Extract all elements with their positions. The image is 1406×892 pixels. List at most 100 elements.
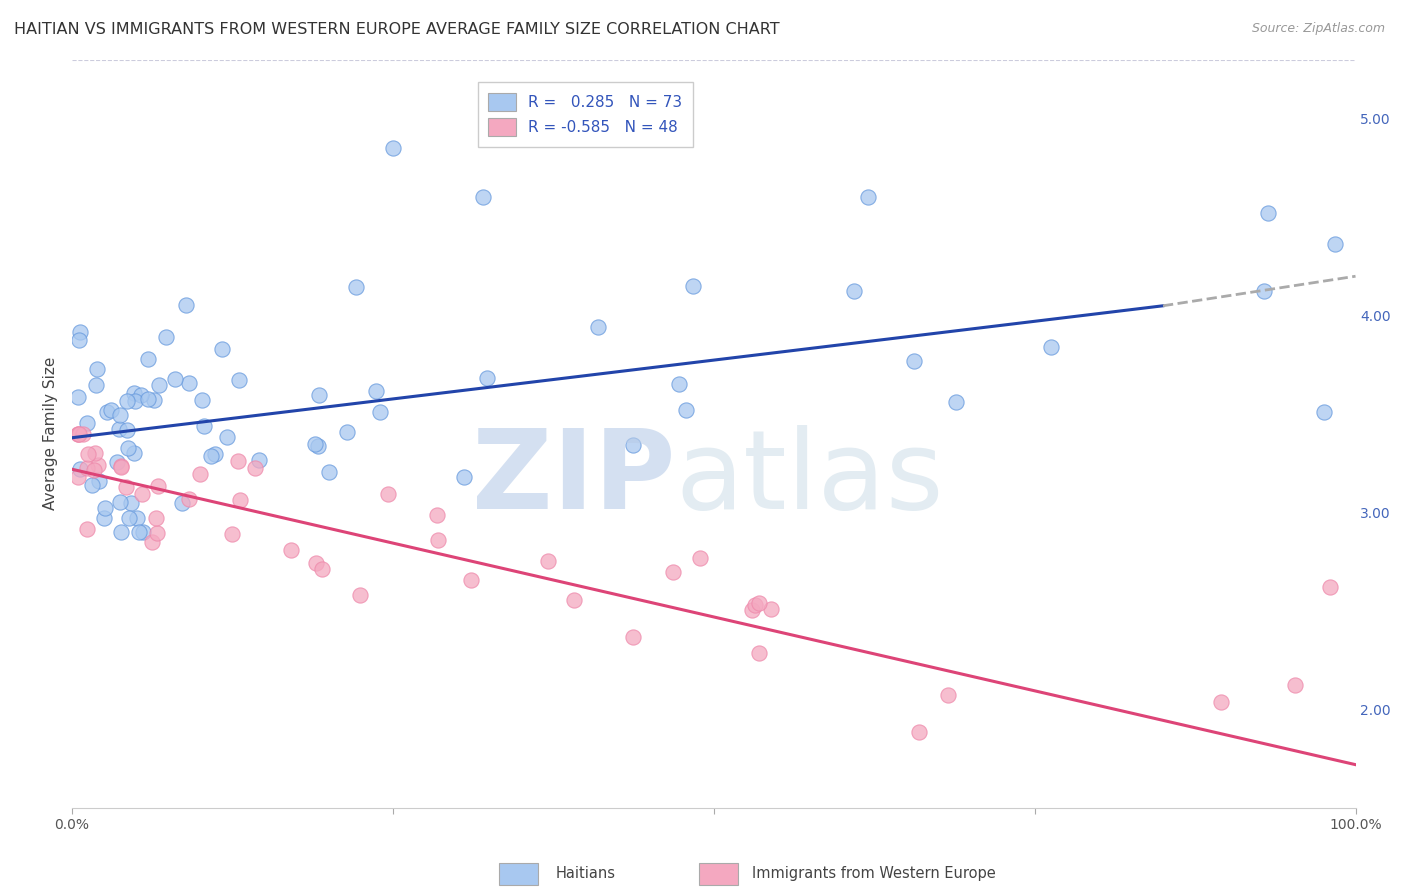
Point <box>67 426 90 441</box>
Point <box>191 392 214 407</box>
Point <box>537 553 560 567</box>
Text: ZIP: ZIP <box>472 425 675 533</box>
Point <box>141 535 163 549</box>
Point <box>229 493 252 508</box>
Point <box>107 422 129 436</box>
Point <box>427 533 450 548</box>
Point <box>945 394 967 409</box>
Point <box>668 376 690 391</box>
Point <box>377 487 399 501</box>
Point <box>280 542 302 557</box>
Point <box>748 646 770 660</box>
Point <box>336 425 359 439</box>
Point <box>477 371 499 385</box>
Point <box>907 724 929 739</box>
Point <box>903 353 925 368</box>
Y-axis label: Average Family Size: Average Family Size <box>44 357 58 510</box>
Point <box>842 284 865 298</box>
Point <box>110 459 132 474</box>
Point <box>105 455 128 469</box>
Point <box>131 487 153 501</box>
Point <box>349 588 371 602</box>
Point <box>741 602 763 616</box>
Point <box>115 394 138 409</box>
Point <box>84 446 107 460</box>
Point <box>190 467 212 482</box>
Point <box>170 495 193 509</box>
Point <box>744 599 766 613</box>
Point <box>108 409 131 423</box>
Point <box>67 470 90 484</box>
Point <box>1209 696 1232 710</box>
Point <box>76 417 98 431</box>
Point <box>675 403 697 417</box>
Point <box>155 330 177 344</box>
Point <box>1313 405 1336 419</box>
Point <box>228 373 250 387</box>
Point <box>110 525 132 540</box>
Point <box>304 437 326 451</box>
Point <box>136 392 159 407</box>
Point <box>381 141 404 155</box>
Point <box>129 387 152 401</box>
Point <box>344 280 367 294</box>
Point <box>308 388 330 402</box>
Point <box>96 405 118 419</box>
Point <box>115 423 138 437</box>
Point <box>117 442 139 456</box>
Point <box>305 556 328 570</box>
Point <box>93 510 115 524</box>
Point <box>243 461 266 475</box>
Point <box>67 426 90 441</box>
Point <box>120 495 142 509</box>
Point <box>1257 206 1279 220</box>
Point <box>165 372 187 386</box>
Point <box>426 508 449 523</box>
Point <box>471 190 494 204</box>
Point <box>84 378 107 392</box>
Point <box>662 565 685 579</box>
Point <box>177 376 200 390</box>
Point <box>217 430 239 444</box>
Point <box>128 525 150 540</box>
Point <box>621 630 644 644</box>
Point <box>148 377 170 392</box>
Point <box>142 393 165 408</box>
Point <box>311 562 333 576</box>
Point <box>200 450 222 464</box>
Point <box>132 525 155 540</box>
Point <box>621 437 644 451</box>
Point <box>689 551 711 566</box>
Point <box>76 522 98 536</box>
Point <box>86 458 108 472</box>
Text: HAITIAN VS IMMIGRANTS FROM WESTERN EUROPE AVERAGE FAMILY SIZE CORRELATION CHART: HAITIAN VS IMMIGRANTS FROM WESTERN EUROP… <box>14 22 780 37</box>
Point <box>211 342 233 356</box>
Point <box>586 319 609 334</box>
Point <box>936 688 959 702</box>
Point <box>364 384 387 399</box>
Point <box>226 454 249 468</box>
Point <box>86 362 108 376</box>
Point <box>115 480 138 494</box>
Point <box>1324 236 1347 251</box>
Point <box>67 426 90 441</box>
Point <box>67 334 90 348</box>
Point <box>108 495 131 509</box>
Point <box>146 479 169 493</box>
Point <box>110 459 132 474</box>
Point <box>122 385 145 400</box>
Text: Source: ZipAtlas.com: Source: ZipAtlas.com <box>1251 22 1385 36</box>
Point <box>682 278 704 293</box>
Point <box>69 462 91 476</box>
Point <box>94 501 117 516</box>
Point <box>1039 340 1062 354</box>
Point <box>136 352 159 367</box>
Point <box>562 593 585 607</box>
Point <box>124 393 146 408</box>
Point <box>748 596 770 610</box>
Point <box>193 419 215 434</box>
Point <box>174 298 197 312</box>
Point <box>1319 581 1341 595</box>
Point <box>221 527 243 541</box>
Point <box>247 453 270 467</box>
